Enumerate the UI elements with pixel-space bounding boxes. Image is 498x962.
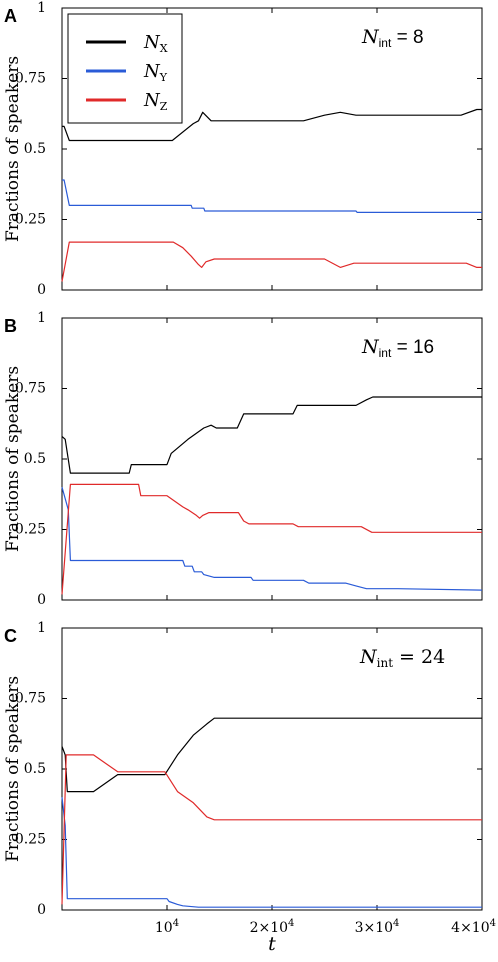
panel-c: 0 0.25 0.5 0.75 1 104 2×104 3×104 4×104 C Fraction… — [3, 620, 496, 936]
plot-frame — [61, 627, 483, 911]
x-tick-label: 4×104 — [451, 918, 496, 936]
legend-label-z: NZ — [143, 90, 168, 113]
y-tick-label: 0.75 — [15, 691, 46, 707]
series-line-n-z — [61, 754, 482, 905]
series-line-n-y — [61, 487, 483, 591]
y-tick-label: 0 — [37, 282, 46, 298]
panel-label: A — [4, 6, 17, 26]
y-axis-label: Fractions of speakers — [3, 676, 23, 862]
legend-box — [67, 13, 183, 124]
panel-label: C — [4, 626, 17, 646]
panel-label: B — [4, 316, 17, 336]
x-tick-label: 2×104 — [250, 918, 295, 936]
y-tick-label: 1 — [37, 310, 46, 326]
y-tick-label: 0.5 — [24, 761, 46, 777]
legend-label-x: NX — [143, 32, 168, 55]
y-tick-label: 0.25 — [15, 832, 46, 848]
series-line-n-z — [61, 241, 482, 282]
y-tick-label: 0.75 — [15, 381, 46, 397]
panel-b: 0 0.25 0.5 0.75 1 B Fractions of speakers Nint … — [3, 310, 483, 608]
y-tick-label: 0.5 — [24, 141, 46, 157]
y-tick-label: 0.5 — [24, 451, 46, 467]
legend-label-y: NY — [143, 61, 168, 84]
y-tick-label: 1 — [37, 620, 46, 636]
y-tick-label: 0.75 — [15, 71, 46, 87]
series-line-n-y — [61, 797, 482, 908]
series-line-n-x — [61, 396, 482, 474]
series-line-n-x — [62, 108, 482, 142]
n-int-annotation: Nint = 24 — [359, 646, 445, 670]
y-tick-label: 0 — [37, 902, 46, 918]
y-tick-label: 1 — [37, 0, 46, 16]
legend: NX NY NZ — [67, 13, 183, 124]
plot-frame — [61, 317, 483, 601]
series-line-n-y — [62, 179, 482, 213]
n-int-annotation: Nint = 8 — [361, 26, 424, 50]
y-axis-label: Fractions of speakers — [3, 366, 23, 552]
y-tick-label: 0.25 — [15, 212, 46, 228]
x-tick-label: 104 — [155, 918, 179, 936]
x-tick-label: 3×104 — [355, 918, 400, 936]
y-tick-label: 0 — [37, 592, 46, 608]
y-tick-label: 0.25 — [15, 522, 46, 538]
n-int-annotation: Nint = 16 — [361, 336, 434, 360]
y-axis-label: Fractions of speakers — [3, 56, 23, 242]
series-line-n-z — [61, 483, 482, 595]
x-axis-label: t — [268, 933, 276, 955]
panel-a: 0 0.25 0.5 0.75 1 A Fractions of speakers Nint … — [3, 0, 483, 298]
series-line-n-x — [61, 717, 482, 793]
